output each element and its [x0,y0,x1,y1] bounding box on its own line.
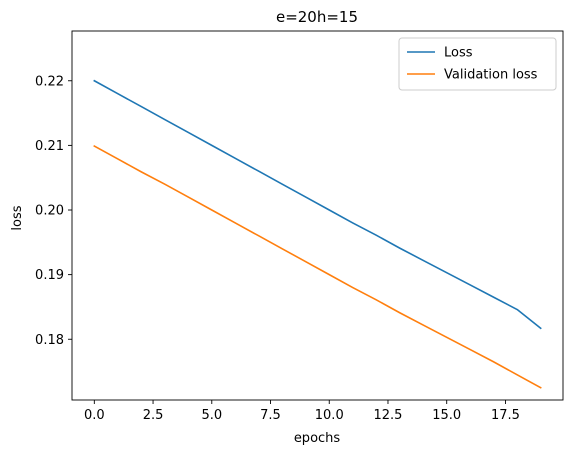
series-line-0 [93,79,542,330]
legend: Loss Validation loss [398,37,557,91]
x-tick-label: 7.5 [260,408,281,423]
y-axis-label: loss [10,205,25,230]
x-tick-label: 0.0 [84,408,105,423]
x-axis-ticks: 0.0 2.5 5.0 7.5 10.0 12.5 15.0 17.5 [84,400,520,423]
legend-box [398,37,557,91]
y-tick-label: 0.22 [35,74,64,89]
x-tick-label: 12.5 [374,408,403,423]
y-axis-ticks: 0.18 0.19 0.20 0.21 0.22 [35,74,72,348]
y-tick-label: 0.21 [35,139,64,154]
y-tick-label: 0.19 [35,268,64,283]
y-tick-label: 0.18 [35,333,64,348]
series-line-1 [93,144,542,389]
chart-title: e=20h=15 [276,8,358,26]
x-tick-label: 5.0 [201,408,222,423]
axes-frame [71,30,564,401]
y-tick-label: 0.20 [35,204,64,219]
legend-label-1: Validation loss [444,68,538,83]
x-tick-label: 2.5 [143,408,164,423]
plot-lines [93,79,542,389]
plot-area-border [71,30,564,401]
x-axis-label: epochs [294,431,341,446]
x-tick-label: 10.0 [315,408,344,423]
x-tick-label: 15.0 [432,408,461,423]
x-tick-label: 17.5 [491,408,520,423]
legend-label-0: Loss [444,46,473,61]
